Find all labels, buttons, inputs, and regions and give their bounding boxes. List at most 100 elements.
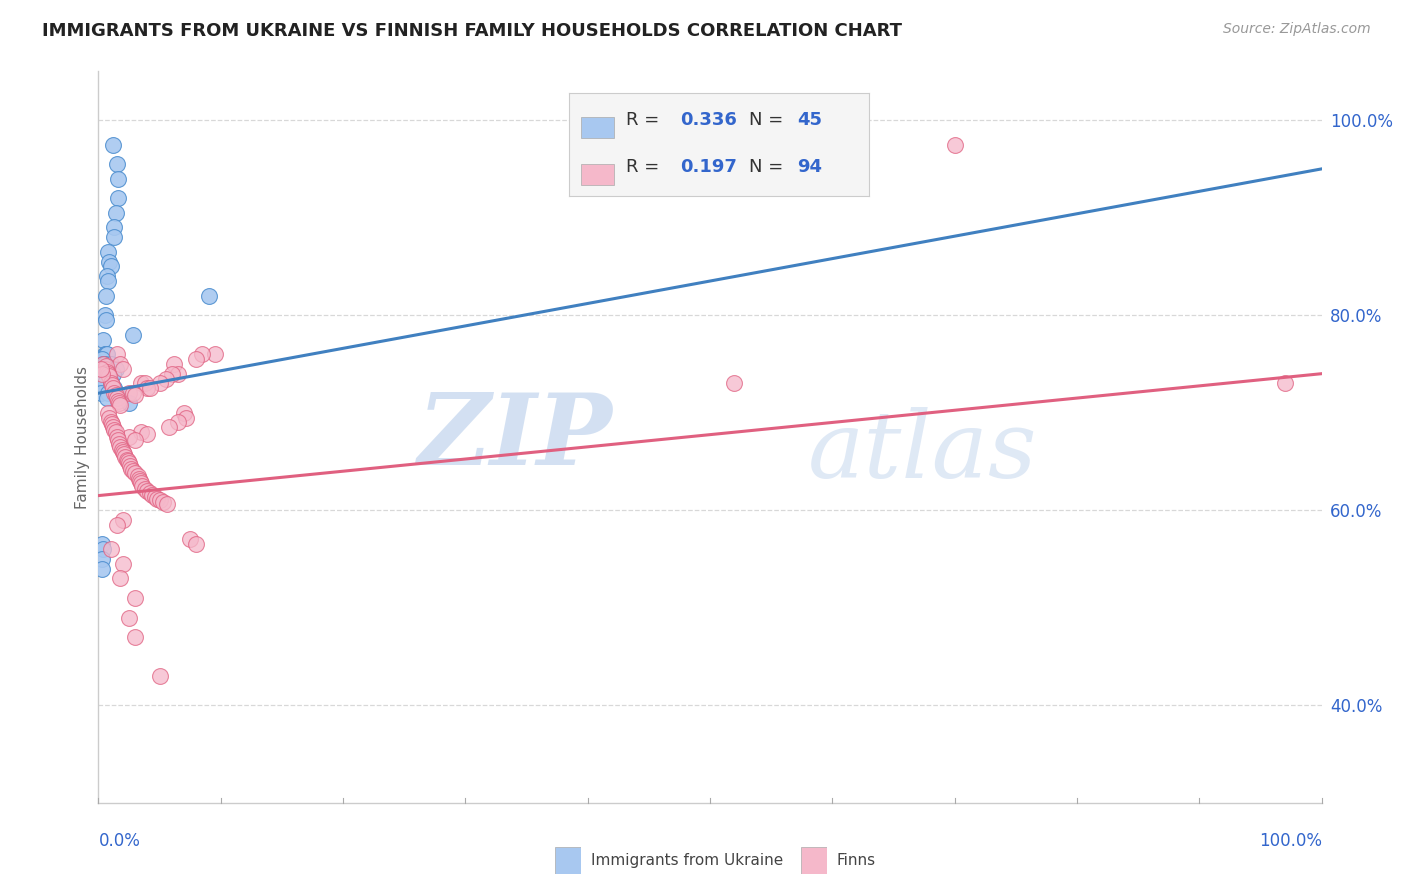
Point [110,357,132,371]
Point [136,483,159,498]
Point [103,220,125,235]
Point [91,333,114,347]
Point [90,361,112,376]
Point [111,444,134,458]
Point [118,386,141,401]
Point [131,479,153,493]
Point [118,457,141,471]
Point [110,440,132,454]
Point [97,361,120,376]
Point [191,347,214,361]
Point [157,420,180,434]
Point [121,327,143,342]
Point [104,206,127,220]
Text: ZIP: ZIP [418,389,612,485]
Point [91,367,114,381]
Point [101,381,124,395]
Point [101,378,124,392]
Point [97,406,120,420]
Point [103,386,125,401]
Point [118,396,141,410]
Point [93,347,115,361]
Point [160,367,183,381]
Point [134,376,156,391]
Point [91,376,114,391]
Point [115,452,138,467]
Point [121,386,143,401]
Point [108,437,131,451]
Point [105,517,128,532]
Point [96,269,118,284]
Point [110,398,132,412]
Point [120,459,142,474]
Point [118,610,141,624]
Point [100,416,122,430]
Point [91,367,114,381]
Point [129,425,152,440]
Point [108,396,131,410]
Point [136,381,159,395]
Point [124,433,146,447]
Point [107,394,129,409]
Point [93,376,115,391]
Point [121,464,143,478]
Point [94,288,117,302]
Text: Source: ZipAtlas.com: Source: ZipAtlas.com [1223,22,1371,37]
Point [128,472,150,486]
Point [101,417,124,432]
Point [139,381,162,395]
Point [96,365,118,379]
Point [186,352,208,367]
Point [91,367,114,381]
Point [101,137,124,152]
Point [163,357,186,371]
Point [96,391,118,405]
Point [91,562,114,576]
Point [129,475,152,490]
Point [110,572,132,586]
Point [723,376,745,391]
Point [1274,376,1296,391]
Point [97,274,120,288]
Point [134,482,156,496]
Point [111,442,134,457]
Point [149,376,172,391]
Point [97,367,120,381]
Point [91,537,114,551]
Text: Immigrants from Ukraine: Immigrants from Ukraine [591,854,783,868]
Point [105,157,128,171]
Point [176,410,198,425]
Point [139,485,162,500]
Point [204,347,226,361]
Point [114,450,136,464]
Point [118,430,141,444]
Point [167,367,190,381]
Point [149,493,172,508]
Point [107,191,129,205]
Point [90,386,112,401]
Point [167,416,190,430]
Text: Finns: Finns [837,854,876,868]
Text: 0.0%: 0.0% [98,832,141,850]
Point [124,388,146,402]
Point [105,430,128,444]
Point [103,423,125,437]
Point [107,171,129,186]
Point [155,371,177,385]
Point [179,533,201,547]
Point [111,513,134,527]
Point [100,357,122,371]
Point [93,308,115,322]
Point [127,469,149,483]
Point [104,388,127,402]
Point [91,357,114,371]
Point [93,357,115,371]
Point [186,537,208,551]
Point [156,497,179,511]
Point [146,491,169,506]
Point [111,361,134,376]
Point [91,357,114,371]
Point [100,376,122,391]
Y-axis label: Family Households: Family Households [75,366,90,508]
Point [100,260,122,274]
